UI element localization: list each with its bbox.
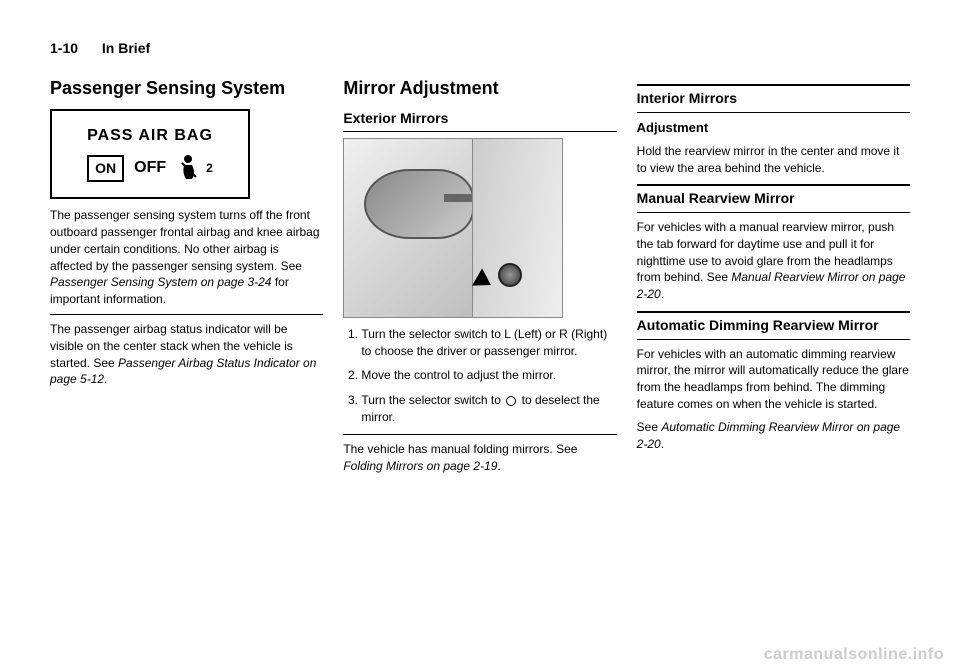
col1-para2: The passenger airbag status indicator wi… xyxy=(50,321,323,388)
col1-para1-ref: Passenger Sensing System on page 3-24 xyxy=(50,275,271,289)
page-header: 1-10 In Brief xyxy=(50,40,910,56)
seatbelt-icon: 2 xyxy=(176,153,213,183)
pass-airbag-indicator: PASS AIR BAG ON OFF 2 xyxy=(50,109,250,199)
col2-bottom-end: . xyxy=(497,459,500,473)
step-1: Turn the selector switch to L (Left) or … xyxy=(361,326,616,360)
adjustment-subhead: Adjustment xyxy=(637,119,910,137)
mirror-control-knob xyxy=(498,263,522,287)
pass-airbag-label: PASS AIR BAG xyxy=(87,125,213,147)
col3-para4: See Automatic Dimming Rearview Mirror on… xyxy=(637,419,910,453)
passenger-sensing-heading: Passenger Sensing System xyxy=(50,76,323,101)
col2-para-bottom: The vehicle has manual folding mirrors. … xyxy=(343,441,616,475)
col2-bottom-text: The vehicle has manual folding mirrors. … xyxy=(343,442,577,456)
pass-airbag-row: ON OFF 2 xyxy=(87,153,213,183)
step-2: Move the control to adjust the mirror. xyxy=(361,367,616,384)
col3-para2: For vehicles with a manual rearview mirr… xyxy=(637,219,910,303)
column-3: Interior Mirrors Adjustment Hold the rea… xyxy=(637,76,910,480)
step-3: Turn the selector switch to to deselect … xyxy=(361,392,616,426)
col1-para1-text: The passenger sensing system turns off t… xyxy=(50,208,320,272)
col3-para4-end: . xyxy=(661,437,664,451)
col3-para3: For vehicles with an automatic dimming r… xyxy=(637,346,910,413)
auto-dimming-subhead: Automatic Dimming Rearview Mirror xyxy=(637,311,910,340)
section-title: In Brief xyxy=(102,40,150,56)
mirror-steps: Turn the selector switch to L (Left) or … xyxy=(343,326,616,426)
watermark: carmanualsonline.info xyxy=(764,646,944,664)
off-indicator: OFF xyxy=(134,157,166,179)
col1-para1: The passenger sensing system turns off t… xyxy=(50,207,323,308)
col3-para2-end: . xyxy=(661,287,664,301)
column-1: Passenger Sensing System PASS AIR BAG ON… xyxy=(50,76,323,480)
col3-para4-text: See xyxy=(637,420,662,434)
divider xyxy=(50,314,323,315)
mirror-illustration xyxy=(343,138,563,318)
exterior-mirrors-subhead: Exterior Mirrors xyxy=(343,109,616,132)
manual-rearview-subhead: Manual Rearview Mirror xyxy=(637,184,910,213)
column-2: Mirror Adjustment Exterior Mirrors Turn … xyxy=(343,76,616,480)
step3-text-a: Turn the selector switch to xyxy=(361,393,504,407)
page-number: 1-10 xyxy=(50,40,78,56)
col3-para4-ref: Automatic Dimming Rearview Mirror on pag… xyxy=(637,420,900,451)
divider xyxy=(343,434,616,435)
interior-mirrors-subhead: Interior Mirrors xyxy=(637,84,910,113)
mirror-adjustment-heading: Mirror Adjustment xyxy=(343,76,616,101)
content-columns: Passenger Sensing System PASS AIR BAG ON… xyxy=(50,76,910,480)
seat-number: 2 xyxy=(206,160,213,177)
col3-para1: Hold the rearview mirror in the center a… xyxy=(637,143,910,177)
deselect-icon xyxy=(506,396,516,406)
col2-bottom-ref: Folding Mirrors on page 2-19 xyxy=(343,459,497,473)
on-indicator: ON xyxy=(87,155,124,183)
mirror-shape xyxy=(364,169,474,239)
col1-para2-end: . xyxy=(104,372,107,386)
